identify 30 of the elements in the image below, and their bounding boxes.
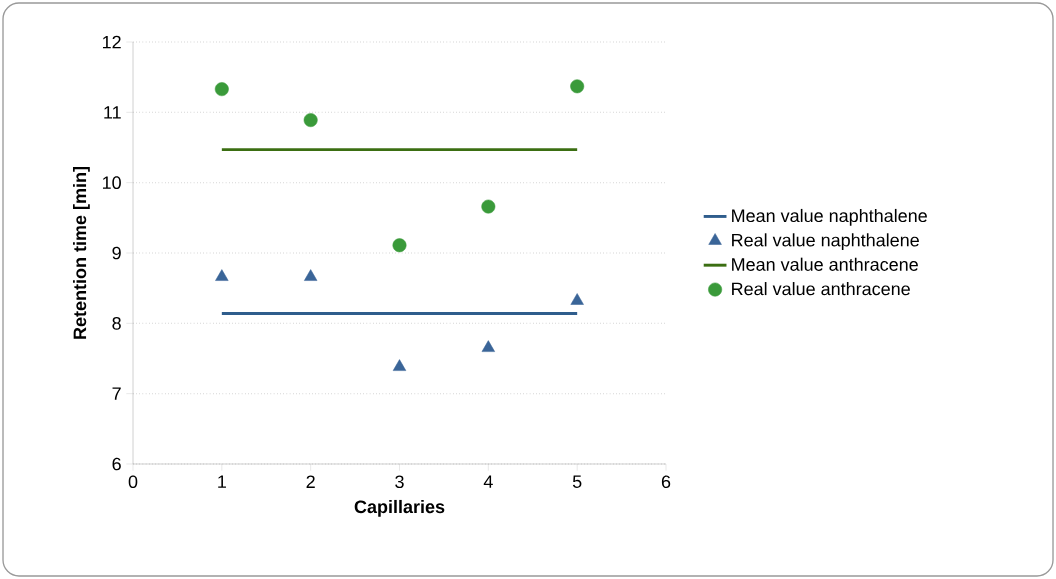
legend-label: Real value anthracene: [732, 282, 910, 296]
y-tick-label: 11: [104, 106, 121, 119]
y-axis-title: Retention time [min]: [73, 167, 90, 339]
x-tick-label: 4: [483, 475, 493, 488]
point: [570, 79, 585, 94]
x-tick-label: 2: [306, 475, 315, 488]
y-tick-label: 9: [112, 246, 121, 260]
legend-label: Real value naphthalene: [732, 233, 919, 251]
y-tick-label: 8: [112, 316, 121, 330]
x-tick-label: 0: [128, 475, 138, 489]
x-tick-label: 1: [218, 475, 226, 488]
legend-label: Mean value anthracene: [732, 257, 918, 271]
point: [214, 82, 229, 97]
point: [215, 269, 229, 281]
y-tick-label: 12: [102, 35, 121, 49]
x-tick-label: 6: [661, 475, 671, 489]
point: [570, 293, 584, 305]
x-axis-title: Capillaries: [354, 499, 445, 517]
y-tick-label: 10: [102, 176, 121, 190]
point: [392, 238, 407, 253]
point: [392, 359, 407, 371]
x-tick-label: 3: [395, 475, 404, 489]
point: [481, 340, 495, 352]
x-tick-label: 5: [572, 475, 582, 488]
point: [303, 113, 318, 127]
point: [304, 269, 318, 281]
point: [481, 199, 496, 214]
y-tick-label: 6: [112, 457, 121, 471]
y-tick-label: 7: [112, 387, 121, 400]
legend-label: Mean value naphthalene: [732, 208, 927, 226]
